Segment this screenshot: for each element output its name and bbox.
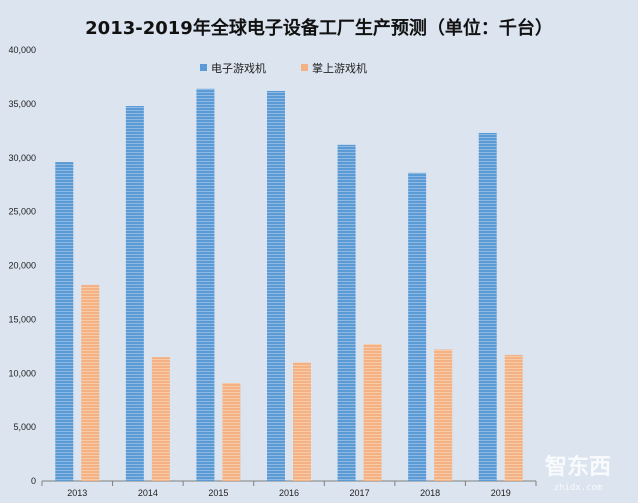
legend-label: 掌上游戏机 [312,61,367,75]
x-tick-label: 2013 [67,488,87,498]
y-axis: 0 5,000 10,000 15,000 20,000 25,000 30,000 35,0… [8,45,36,486]
watermark-text: 智东西 [545,454,611,480]
x-tick-label: 2019 [491,488,511,498]
legend: 电子游戏机 掌上游戏机 [200,61,367,75]
bar-console [55,162,74,481]
x-tick-label: 2015 [208,488,228,498]
bar-handheld [222,382,241,481]
y-tick-label: 20,000 [8,261,36,271]
bar-handheld [293,362,311,481]
y-tick-label: 0 [31,476,36,486]
legend-swatch [200,64,207,71]
y-tick-label: 30,000 [8,153,36,163]
bar-handheld [151,357,170,481]
bar-console [196,88,215,481]
x-tick-label: 2014 [138,488,158,498]
bar-console [125,106,144,481]
y-tick-label: 5,000 [13,422,36,432]
x-tick-label: 2018 [420,488,440,498]
x-axis: 2013 2014 2015 2016 2017 2018 2019 [41,480,537,498]
bar-console [478,132,497,481]
bar-handheld [434,349,453,481]
bar-console [267,90,285,481]
legend-swatch [301,64,308,71]
x-tick-label: 2017 [350,488,370,498]
bar-handheld [504,354,523,481]
watermark: 智东西 zhidx.com [545,454,611,493]
bar-handheld [81,284,100,481]
bar-console [337,144,356,481]
bar-handheld [363,344,382,481]
y-tick-label: 15,000 [8,314,36,324]
bars [55,88,523,481]
y-tick-label: 10,000 [8,368,36,378]
y-tick-label: 40,000 [8,45,36,55]
x-tick-label: 2016 [279,488,299,498]
y-tick-label: 35,000 [8,99,36,109]
watermark-sub: zhidx.com [554,483,603,493]
chart-title: 2013-2019年全球电子设备工厂生产预测（单位：千台） [85,17,553,39]
bar-console [408,172,427,481]
y-tick-label: 25,000 [8,207,36,217]
legend-label: 电子游戏机 [211,61,266,75]
